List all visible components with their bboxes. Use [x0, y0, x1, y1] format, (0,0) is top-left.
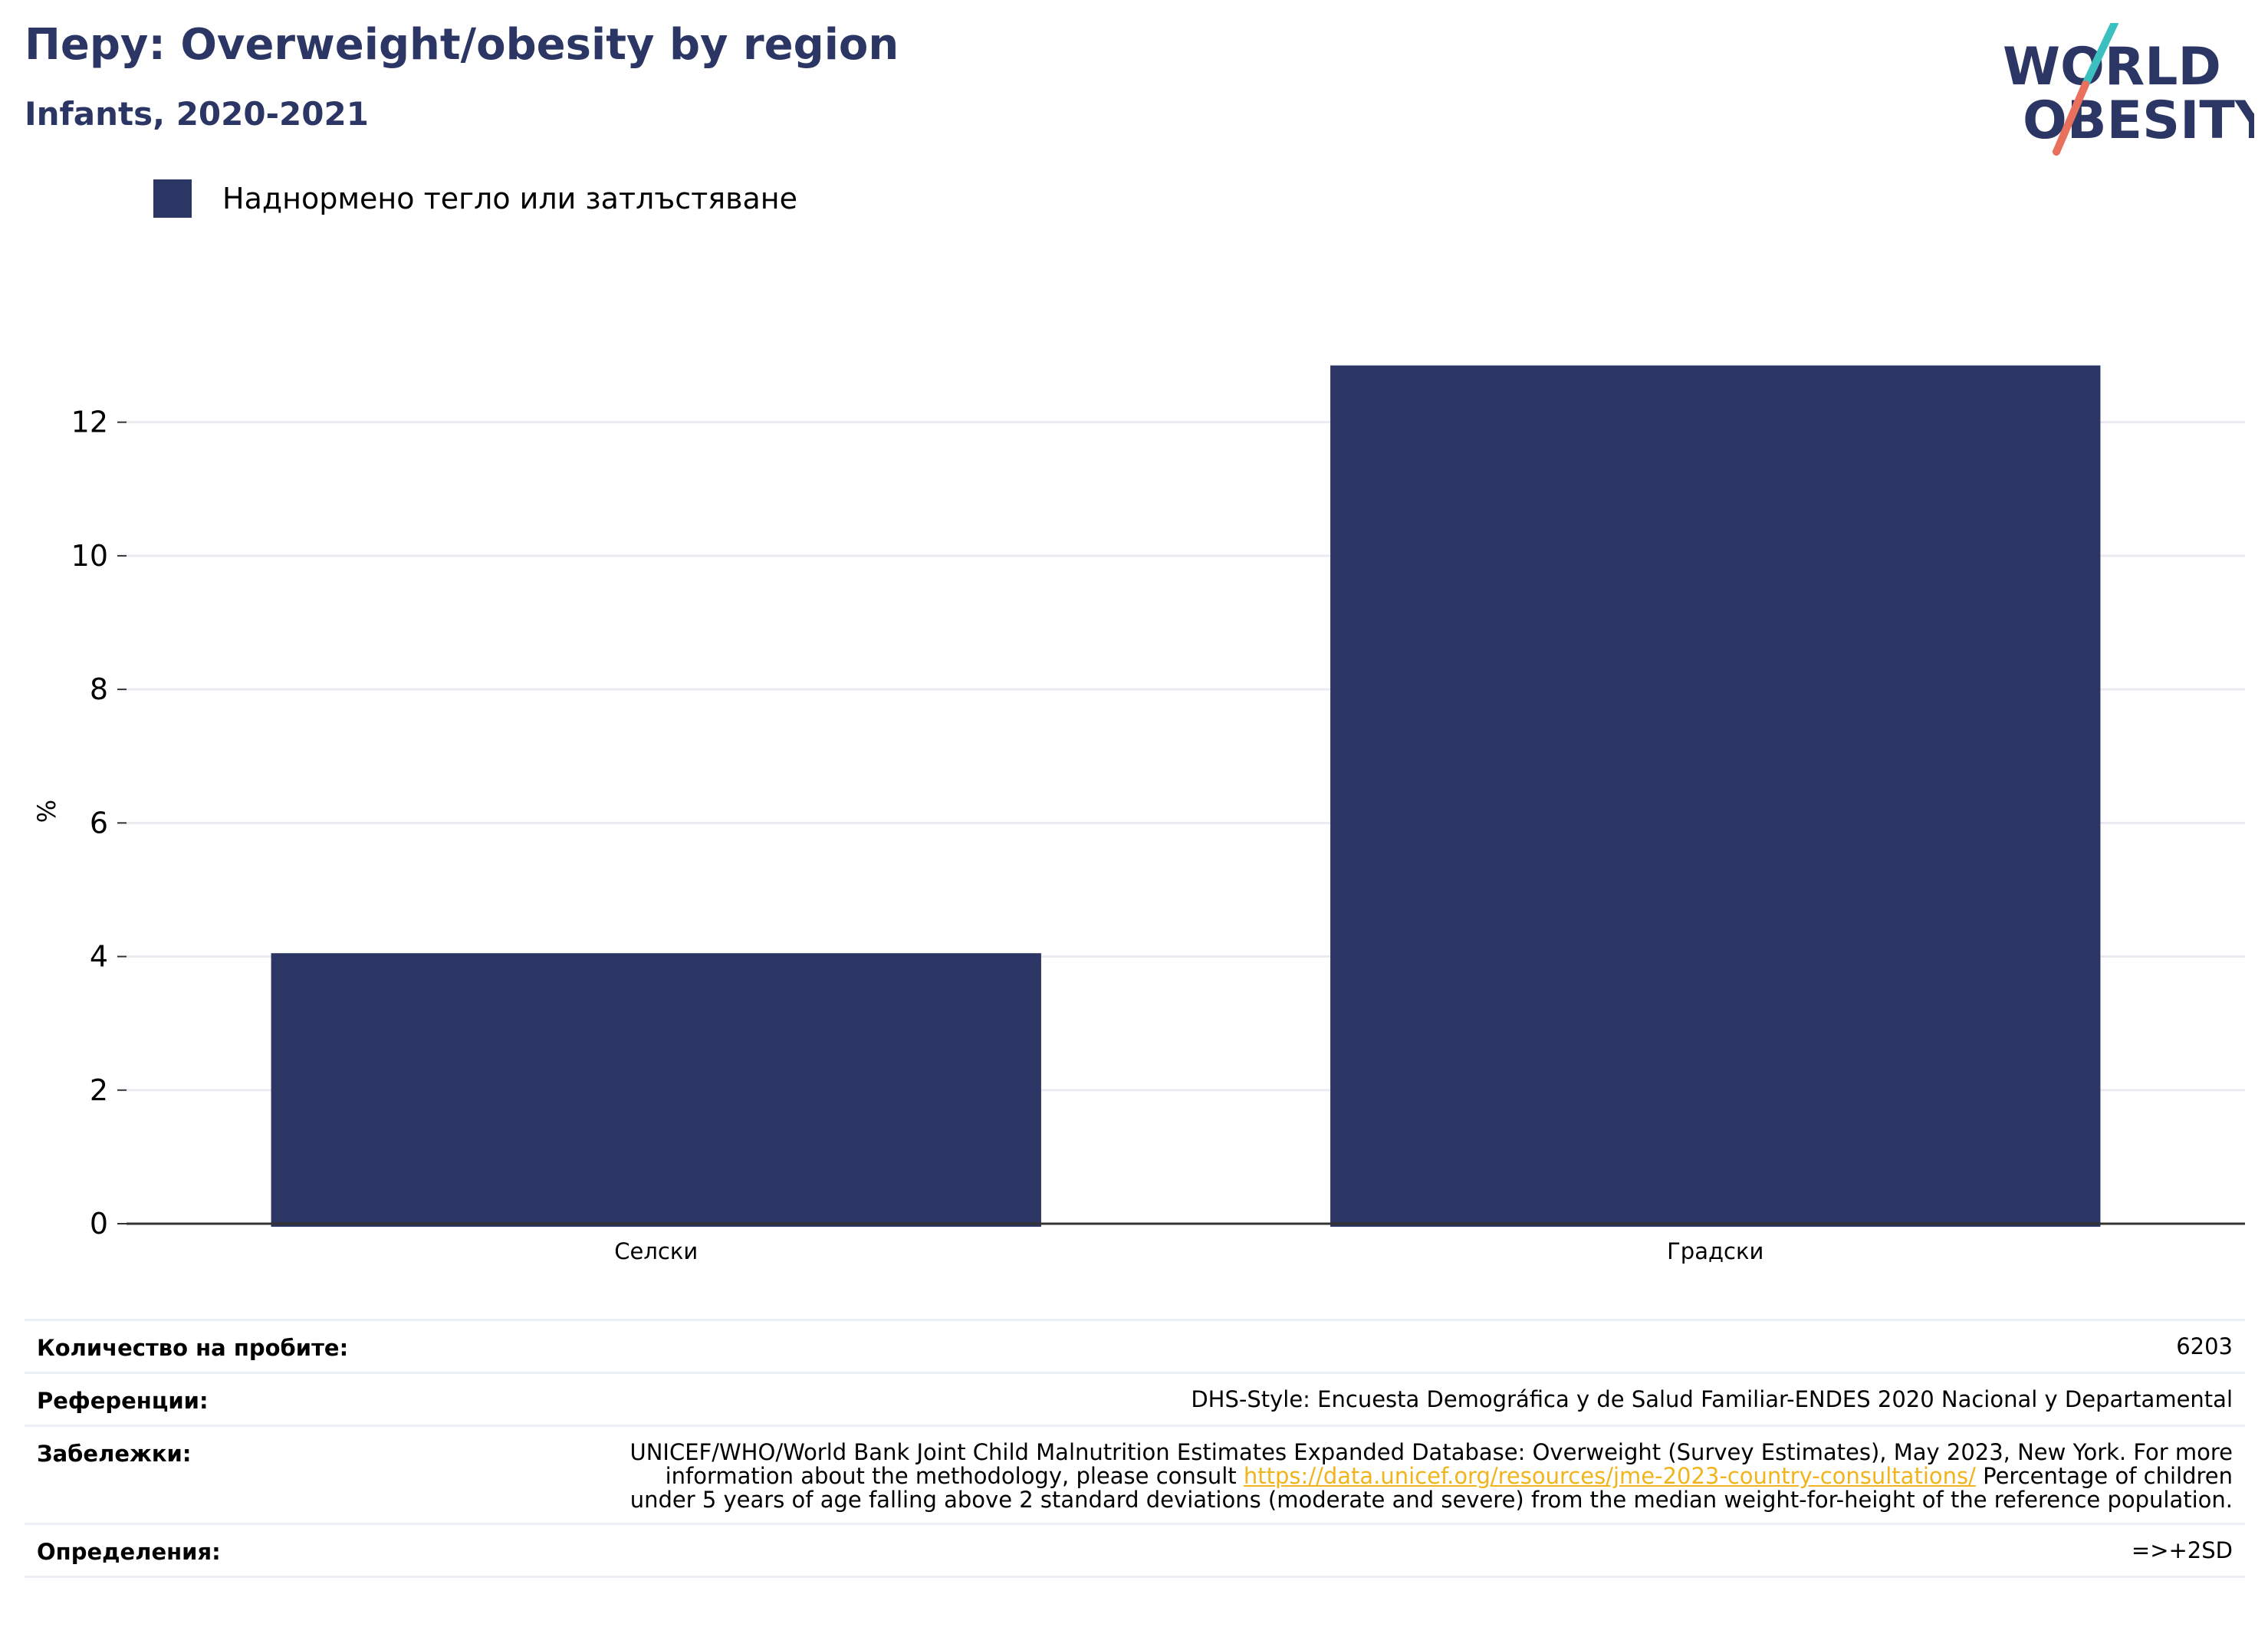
x-tick-label: Селски: [614, 1238, 698, 1264]
references-label: Референции:: [37, 1388, 209, 1414]
chart-subtitle: Infants, 2020-2021: [25, 95, 369, 133]
notes-label: Забележки:: [37, 1441, 192, 1467]
bars: [271, 365, 2101, 1228]
info-table: Количество на пробите: 6203 Референции: …: [25, 1319, 2245, 1578]
y-tick-label: 12: [71, 406, 108, 439]
y-tick-label: 6: [90, 806, 108, 840]
legend-label: Наднормено тегло или затлъстяване: [222, 182, 797, 215]
legend-swatch: [153, 179, 192, 218]
bar-chart: 0 2 4 6 8 10 12 Селски Градски %: [32, 365, 2245, 1264]
world-obesity-logo: WORLD OBESITY: [2003, 23, 2254, 156]
y-tick-label: 10: [71, 539, 108, 573]
y-tick-label: 2: [90, 1073, 108, 1107]
info-row-definitions: Определения: =>+2SD: [25, 1523, 2245, 1578]
y-tick-label: 0: [90, 1207, 108, 1241]
references-value: DHS-Style: Encuesta Demográfica y de Sal…: [1191, 1386, 2233, 1412]
y-axis-label: %: [32, 800, 61, 823]
info-row-sample: Количество на пробите: 6203: [25, 1319, 2245, 1372]
methodology-link[interactable]: https://data.unicef.org/resources/jme-20…: [1243, 1463, 1976, 1489]
definitions-value: =>+2SD: [2131, 1537, 2233, 1563]
definitions-label: Определения:: [37, 1539, 221, 1565]
bar-2[interactable]: [1330, 365, 2101, 1228]
y-tick-label: 8: [90, 672, 108, 706]
svg-text:WORLD: WORLD: [2003, 37, 2221, 97]
x-tick-label: Градски: [1667, 1238, 1763, 1264]
chart-title: Перу: Overweight/obesity by region: [25, 20, 899, 70]
y-tick-label: 4: [90, 940, 108, 974]
notes-text-after: Percentage of children under 5 years of …: [629, 1463, 2233, 1513]
info-row-references: Референции: DHS-Style: Encuesta Demográf…: [25, 1372, 2245, 1425]
chart-legend: Наднормено тегло или затлъстяване: [153, 179, 797, 218]
notes-text-before: UNICEF/WHO/World Bank Joint Child Malnut…: [629, 1439, 2233, 1489]
notes-value: UNICEF/WHO/World Bank Joint Child Malnut…: [623, 1441, 2233, 1512]
sample-label: Количество на пробите:: [37, 1335, 349, 1361]
info-row-notes: Забележки: UNICEF/WHO/World Bank Joint C…: [25, 1425, 2245, 1523]
bar-1[interactable]: [271, 953, 1041, 1227]
x-axis-ticks: Селски Градски: [614, 1238, 1763, 1264]
y-axis-ticks: 0 2 4 6 8 10 12: [71, 406, 127, 1241]
sample-value: 6203: [2176, 1333, 2233, 1359]
